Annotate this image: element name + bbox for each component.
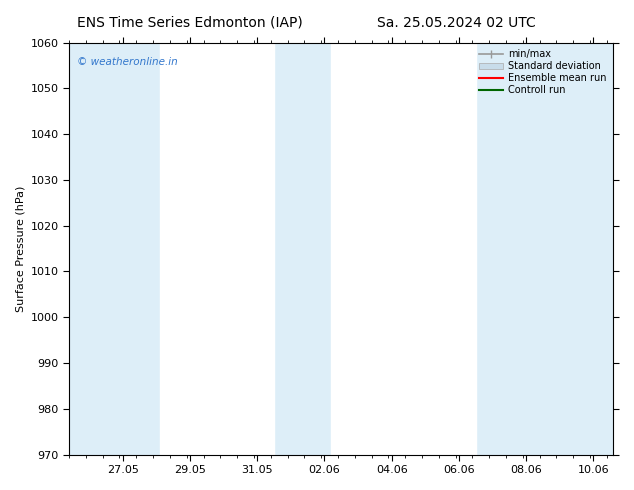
- Text: Sa. 25.05.2024 02 UTC: Sa. 25.05.2024 02 UTC: [377, 16, 536, 30]
- Bar: [160, 43, 274, 455]
- Text: ENS Time Series Edmonton (IAP): ENS Time Series Edmonton (IAP): [77, 16, 303, 30]
- Legend: min/max, Standard deviation, Ensemble mean run, Controll run: min/max, Standard deviation, Ensemble me…: [477, 48, 609, 97]
- Bar: [331, 43, 476, 455]
- Y-axis label: Surface Pressure (hPa): Surface Pressure (hPa): [15, 185, 25, 312]
- Text: © weatheronline.in: © weatheronline.in: [77, 57, 178, 67]
